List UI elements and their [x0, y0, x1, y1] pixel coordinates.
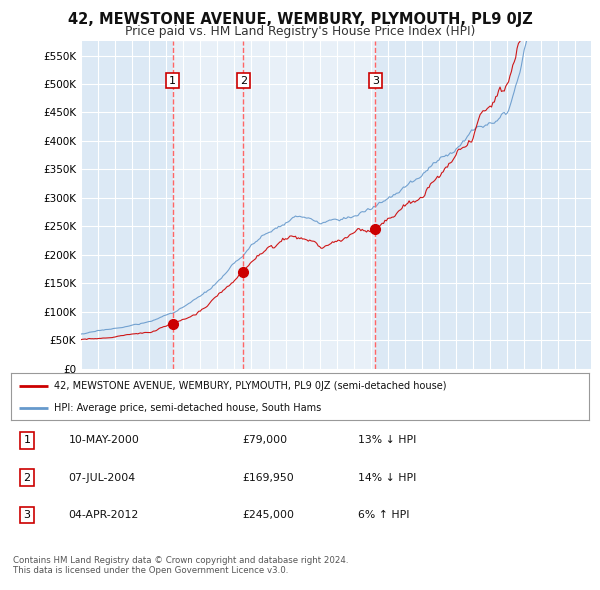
Text: 1: 1 [169, 76, 176, 86]
Text: 04-APR-2012: 04-APR-2012 [68, 510, 139, 520]
Text: 2: 2 [23, 473, 31, 483]
Text: 42, MEWSTONE AVENUE, WEMBURY, PLYMOUTH, PL9 0JZ: 42, MEWSTONE AVENUE, WEMBURY, PLYMOUTH, … [68, 12, 532, 27]
Text: 6% ↑ HPI: 6% ↑ HPI [358, 510, 409, 520]
Bar [173, 41, 376, 369]
Text: 3: 3 [372, 76, 379, 86]
Text: Contains HM Land Registry data © Crown copyright and database right 2024.
This d: Contains HM Land Registry data © Crown c… [13, 556, 349, 575]
Text: £169,950: £169,950 [242, 473, 294, 483]
Text: 14% ↓ HPI: 14% ↓ HPI [358, 473, 416, 483]
Text: 07-JUL-2004: 07-JUL-2004 [68, 473, 136, 483]
Text: £79,000: £79,000 [242, 435, 287, 445]
Text: 2: 2 [240, 76, 247, 86]
Text: Price paid vs. HM Land Registry's House Price Index (HPI): Price paid vs. HM Land Registry's House … [125, 25, 475, 38]
Text: 42, MEWSTONE AVENUE, WEMBURY, PLYMOUTH, PL9 0JZ (semi-detached house): 42, MEWSTONE AVENUE, WEMBURY, PLYMOUTH, … [54, 381, 446, 391]
Text: 3: 3 [23, 510, 31, 520]
Text: HPI: Average price, semi-detached house, South Hams: HPI: Average price, semi-detached house,… [54, 404, 322, 413]
Text: £245,000: £245,000 [242, 510, 294, 520]
Text: 13% ↓ HPI: 13% ↓ HPI [358, 435, 416, 445]
Text: 10-MAY-2000: 10-MAY-2000 [68, 435, 140, 445]
Text: 1: 1 [23, 435, 31, 445]
